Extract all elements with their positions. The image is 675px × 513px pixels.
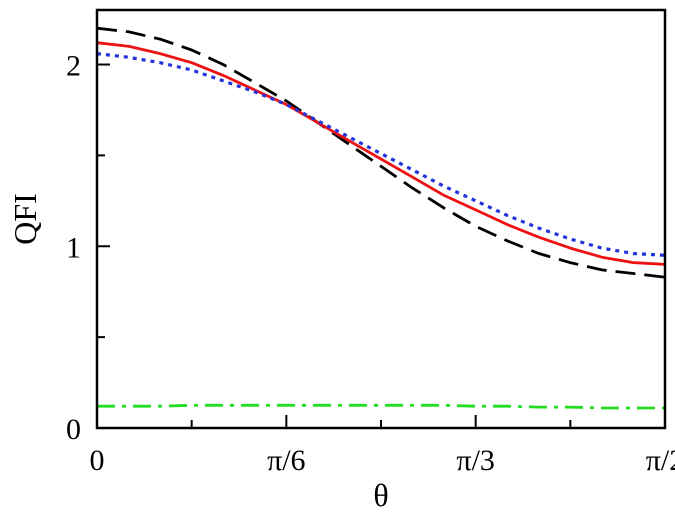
y-axis-label: QFI (7, 193, 43, 245)
x-tick-label: π/2 (646, 444, 675, 477)
series-line-dotted (96, 52, 666, 257)
y-tick-label: 0 (66, 413, 81, 446)
x-axis-label: θ (373, 477, 388, 513)
x-tick-label: π/3 (456, 444, 494, 477)
series-line-dashed (96, 26, 666, 279)
series-layer (96, 26, 666, 410)
y-tick-label: 1 (66, 231, 81, 264)
series-line-solid (96, 41, 666, 266)
x-tick-label: 0 (90, 444, 105, 477)
series-line-dashdot (97, 403, 665, 410)
plot-frame (95, 8, 667, 430)
label-layer: 0 π/6 π/3 π/2 0 1 2 (66, 50, 675, 477)
y-tick-label: 2 (66, 50, 81, 83)
x-tick-label: π/6 (267, 444, 305, 477)
tick-layer (96, 63, 666, 429)
